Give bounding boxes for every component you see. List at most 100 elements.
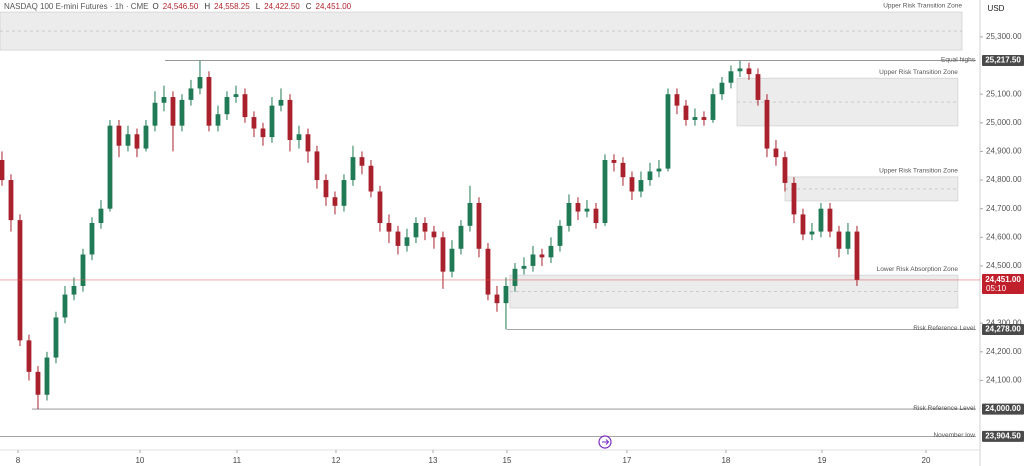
y-tick-label: 24,500.00	[986, 261, 1022, 270]
candle-body	[44, 357, 50, 395]
ohlc-key: H	[204, 2, 211, 11]
candle-body	[719, 82, 725, 95]
candle-body	[791, 182, 797, 215]
x-tick-label: 18	[721, 456, 730, 465]
candle-body	[746, 68, 752, 75]
x-tick-label: 10	[135, 456, 144, 465]
zone-label: Upper Risk Transition Zone	[879, 168, 958, 175]
candle-body	[629, 177, 635, 192]
candle-body	[296, 134, 302, 140]
candle-body	[224, 97, 230, 115]
candle-body	[80, 254, 86, 286]
candle-body	[611, 160, 617, 163]
candle-body	[683, 105, 689, 120]
candle-body	[188, 88, 194, 100]
candle-body	[557, 225, 563, 246]
y-tick-label: 25,000.00	[986, 118, 1022, 127]
candle-body	[638, 180, 644, 192]
candle-body	[584, 208, 590, 212]
candle-body	[827, 208, 833, 232]
candle-body	[512, 268, 518, 286]
candle-body	[377, 191, 383, 223]
candle-body	[35, 371, 41, 395]
candle-body	[332, 197, 338, 206]
x-tick-label: 12	[332, 456, 341, 465]
candle-body	[269, 105, 275, 138]
zone-label: Upper Risk Transition Zone	[879, 69, 958, 76]
candle-body	[368, 165, 374, 192]
candle-body	[737, 68, 743, 72]
x-tick-label: 17	[622, 456, 631, 465]
candle-body	[89, 222, 95, 255]
x-tick-label: 20	[922, 456, 931, 465]
last-price-badge	[982, 273, 1024, 294]
level-badge	[982, 323, 1024, 335]
candle-body	[494, 294, 500, 304]
level-label: Risk Reference Level	[913, 405, 975, 412]
candle-body	[764, 99, 770, 149]
candle-body	[854, 231, 860, 280]
candle-body	[260, 128, 266, 138]
candle-body	[530, 254, 536, 266]
candle-body	[323, 180, 329, 198]
candle-body	[818, 208, 824, 232]
candle-body	[782, 157, 788, 183]
candle-body	[251, 117, 257, 129]
candle-body	[206, 77, 212, 126]
candle-body	[134, 134, 140, 149]
y-tick-label: 24,600.00	[986, 232, 1022, 241]
candle-body	[197, 77, 203, 89]
candle-body	[602, 160, 608, 223]
y-tick-label: 24,800.00	[986, 175, 1022, 184]
candle-body	[485, 248, 491, 295]
candle-body	[467, 202, 473, 226]
ohlc-key: L	[255, 2, 261, 11]
candle-body	[98, 208, 104, 223]
y-tick-label: 24,100.00	[986, 376, 1022, 385]
candle-body	[566, 202, 572, 226]
candle-body	[458, 225, 464, 249]
candle-body	[179, 99, 185, 126]
candle-body	[521, 265, 527, 269]
x-tick-label: 11	[233, 456, 242, 465]
x-tick-label: 8	[16, 456, 21, 465]
candle-body	[665, 94, 671, 169]
candle-body	[836, 231, 842, 249]
candle-body	[125, 134, 131, 146]
candle-body	[386, 222, 392, 232]
last-price-label: 24,451.00	[985, 275, 1021, 284]
y-tick-label: 24,300.00	[986, 318, 1022, 327]
candle-body	[773, 148, 779, 158]
candle-body	[440, 237, 446, 272]
candle-body	[143, 125, 149, 149]
candle-body	[431, 231, 437, 238]
candle-body	[395, 231, 401, 246]
candle-body	[314, 151, 320, 181]
ohlc-value: 24,451.00	[315, 2, 352, 11]
zone-label: Upper Risk Transition Zone	[883, 3, 962, 10]
x-tick-label: 15	[503, 456, 512, 465]
x-tick-label: 13	[429, 456, 438, 465]
candle-body	[215, 114, 221, 126]
candle-body	[593, 208, 599, 223]
candle-body	[800, 214, 806, 235]
candle-body	[62, 294, 68, 318]
candle-body	[449, 248, 455, 272]
level-label: Risk Reference Level	[913, 325, 975, 332]
candle-body	[17, 220, 23, 341]
candle-body	[152, 102, 158, 126]
candle-body	[674, 94, 680, 106]
ohlc-value: 24,422.50	[264, 2, 300, 11]
level-badge-label: 23,904.50	[985, 432, 1021, 441]
candle-body	[548, 245, 554, 258]
candle-body	[710, 94, 716, 120]
candle-body	[170, 97, 176, 126]
y-tick-label: 24,200.00	[986, 347, 1022, 356]
candle-body	[656, 168, 662, 172]
candle-body	[278, 99, 284, 106]
candle-body	[476, 202, 482, 249]
ohlc-value: 24,558.25	[214, 2, 250, 11]
candle-body	[647, 171, 653, 181]
